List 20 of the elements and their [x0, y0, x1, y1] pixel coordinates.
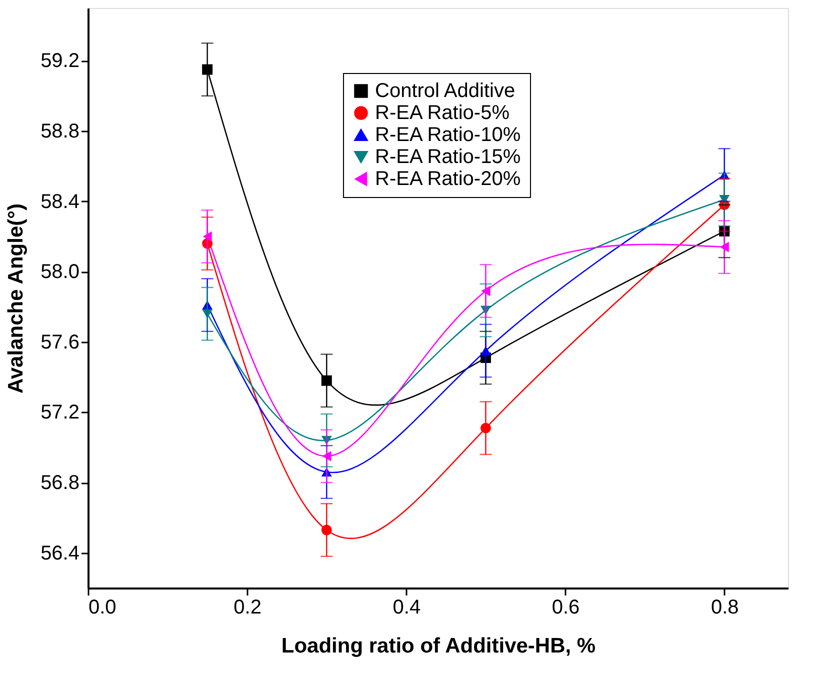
y-tick-label: 57.6	[40, 331, 80, 354]
x-tick-label: 0.0	[88, 596, 116, 618]
y-tick-label: 59.2	[40, 50, 80, 72]
x-axis-title: Loading ratio of Additive-HB, %	[281, 634, 596, 658]
y-tick-label: 56.8	[40, 472, 80, 494]
legend-label: R-EA Ratio-10%	[375, 124, 521, 146]
y-tick-label: 56.4	[40, 542, 80, 564]
x-tick-label: 0.2	[234, 596, 262, 618]
legend-label: R-EA Ratio-20%	[375, 168, 521, 190]
legend-label: R-EA Ratio-5%	[375, 102, 510, 124]
legend-label: Control Additive	[375, 80, 516, 102]
y-tick-label: 58.4	[40, 190, 80, 213]
y-axis-title: Avalanche Angle(°)	[4, 203, 28, 394]
x-tick-label: 0.6	[552, 596, 580, 618]
legend-label: R-EA Ratio-15%	[375, 146, 521, 168]
x-tick-label: 0.4	[392, 596, 421, 618]
y-tick-label: 58.8	[40, 120, 80, 143]
y-tick-label: 57.2	[40, 402, 80, 424]
x-tick-label: 0.8	[710, 596, 739, 618]
y-tick-label: 58.0	[40, 261, 80, 284]
